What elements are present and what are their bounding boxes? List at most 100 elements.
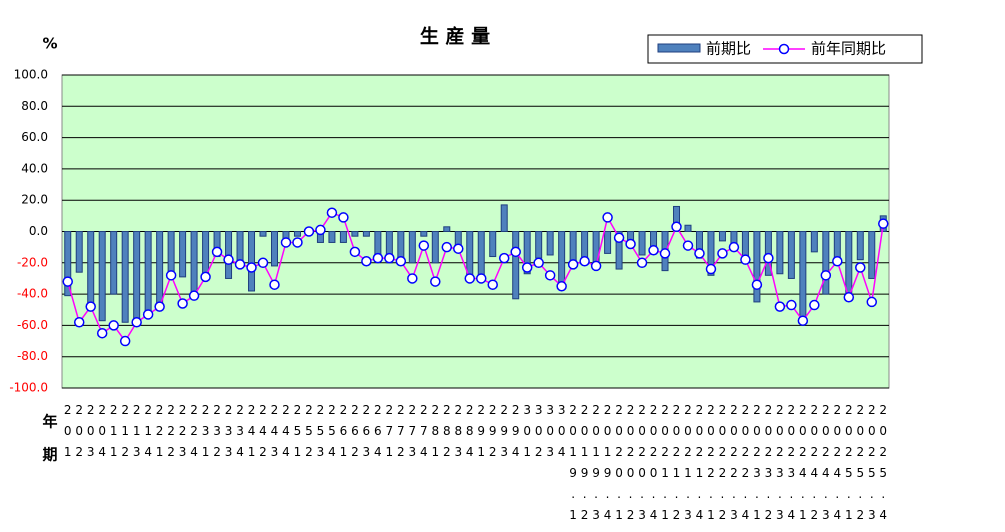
x-tick-label: 2019.1 bbox=[566, 403, 580, 529]
bar bbox=[856, 231, 864, 261]
bar bbox=[248, 231, 256, 292]
line-marker bbox=[269, 279, 280, 290]
x-tick-label: 221 bbox=[153, 403, 167, 466]
bar bbox=[638, 231, 646, 256]
bar bbox=[810, 231, 818, 253]
line-marker bbox=[832, 255, 843, 267]
x-tick-label: 233 bbox=[222, 403, 236, 466]
bar bbox=[156, 231, 164, 304]
bar bbox=[489, 231, 497, 258]
x-tick-label: 203 bbox=[84, 403, 98, 466]
x-tick-label: 303 bbox=[543, 403, 557, 466]
y-tick-label: -20.0 bbox=[17, 255, 48, 269]
x-tick-label: 242 bbox=[256, 403, 270, 466]
x-tick-label: 264 bbox=[371, 403, 385, 466]
y-tick-label: 20.0 bbox=[21, 193, 48, 207]
x-tick-label: 201 bbox=[61, 403, 75, 466]
line-marker bbox=[510, 246, 521, 258]
bar bbox=[293, 231, 301, 237]
bar bbox=[75, 231, 83, 273]
line-marker bbox=[211, 246, 223, 258]
line-marker bbox=[717, 248, 728, 259]
x-tick-label: 2024.4 bbox=[830, 403, 844, 529]
legend-marker bbox=[778, 43, 790, 55]
bar bbox=[270, 231, 278, 267]
y-tick-label: 80.0 bbox=[21, 99, 48, 113]
line-marker bbox=[361, 255, 372, 267]
line-marker bbox=[521, 262, 533, 273]
bar bbox=[523, 231, 531, 275]
x-tick-label: 2023.1 bbox=[750, 403, 764, 529]
x-tick-label: 284 bbox=[463, 403, 477, 466]
x-tick-label: 224 bbox=[187, 403, 201, 466]
x-tick-label: 292 bbox=[486, 403, 500, 466]
x-tick-label: 2025.1 bbox=[842, 403, 856, 529]
bar bbox=[144, 231, 152, 312]
x-tick-label: 262 bbox=[348, 403, 362, 466]
line-marker bbox=[177, 298, 188, 309]
line-marker bbox=[315, 224, 326, 236]
bar bbox=[787, 231, 795, 279]
line-marker bbox=[96, 327, 108, 339]
x-tick-label: 2023.4 bbox=[784, 403, 798, 529]
x-tick-label: 2025.2 bbox=[853, 403, 867, 529]
bar bbox=[236, 231, 244, 264]
x-tick-label: 2022.3 bbox=[727, 403, 741, 529]
line-marker bbox=[165, 270, 177, 281]
x-tick-label: 223 bbox=[176, 403, 190, 466]
x-tick-label: 211 bbox=[107, 403, 121, 466]
bar bbox=[684, 224, 692, 233]
chart-title: 生 産 量 bbox=[420, 25, 490, 48]
line-marker bbox=[119, 335, 131, 347]
legend: 前期比 前年同期比 bbox=[647, 34, 923, 64]
x-tick-label: 302 bbox=[532, 403, 546, 466]
line-marker bbox=[809, 299, 820, 311]
bar bbox=[431, 231, 439, 264]
x-tick-label: 2020.2 bbox=[624, 403, 638, 529]
line-marker bbox=[349, 246, 361, 258]
line-marker bbox=[73, 317, 85, 328]
line-marker bbox=[257, 257, 269, 269]
line-marker bbox=[625, 238, 636, 250]
line-marker bbox=[303, 226, 315, 237]
line-marker bbox=[338, 212, 349, 223]
line-marker bbox=[671, 221, 682, 233]
x-tick-label: 212 bbox=[118, 403, 132, 466]
x-tick-label: 2020.3 bbox=[635, 403, 649, 529]
x-tick-label: 2021.3 bbox=[681, 403, 695, 529]
line-marker bbox=[430, 276, 441, 287]
bar bbox=[546, 231, 554, 256]
x-tick-label: 253 bbox=[313, 403, 327, 466]
line-marker bbox=[487, 279, 498, 290]
x-tick-label: 283 bbox=[451, 403, 465, 466]
bar bbox=[477, 231, 485, 276]
line-marker bbox=[648, 245, 659, 256]
y-tick-label: -80.0 bbox=[17, 349, 48, 363]
bar bbox=[397, 231, 405, 261]
bar bbox=[420, 231, 428, 237]
bar bbox=[615, 231, 623, 270]
x-tick-label: 2022.1 bbox=[704, 403, 718, 529]
line-marker bbox=[763, 252, 774, 264]
bar bbox=[179, 231, 187, 278]
y-tick-label: 0.0 bbox=[29, 224, 48, 238]
bar bbox=[753, 231, 761, 303]
line-marker bbox=[682, 240, 694, 251]
bar bbox=[868, 231, 876, 279]
x-tick-label: 2019.2 bbox=[578, 403, 592, 529]
bar bbox=[351, 231, 359, 237]
bar bbox=[466, 231, 474, 276]
y-unit-label: % bbox=[42, 35, 57, 53]
line-marker bbox=[774, 301, 786, 312]
y-tick-label: 100.0 bbox=[14, 68, 48, 82]
x-tick-label: 213 bbox=[130, 403, 144, 466]
line-marker bbox=[567, 259, 579, 270]
line-marker bbox=[751, 279, 763, 290]
x-tick-label: 2024.3 bbox=[819, 403, 833, 529]
x-tick-label: 2023.2 bbox=[761, 403, 775, 529]
x-tick-label: 273 bbox=[405, 403, 419, 466]
bar bbox=[339, 231, 347, 243]
x-tick-label: 202 bbox=[72, 403, 86, 466]
x-tick-label: 271 bbox=[382, 403, 396, 466]
x-tick-label: 251 bbox=[290, 403, 304, 466]
